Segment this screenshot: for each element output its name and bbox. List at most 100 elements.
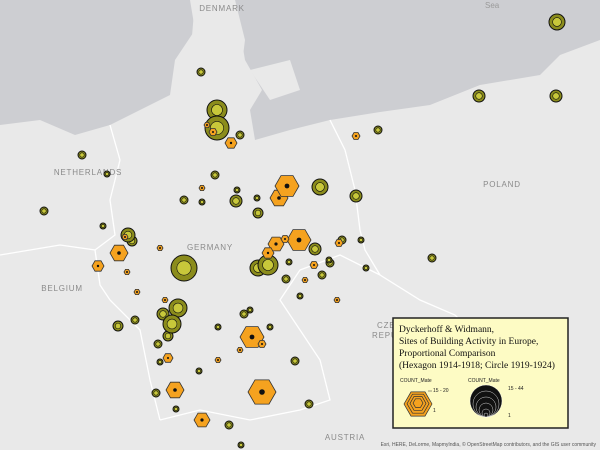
- site-circle-inner: [200, 200, 204, 204]
- site-dot: [266, 251, 270, 255]
- site-dot: [249, 334, 255, 340]
- site-circle-inner: [101, 224, 105, 228]
- site-circle-inner: [166, 318, 178, 330]
- site-circle-inner: [429, 255, 435, 261]
- legend-circles: [469, 384, 503, 418]
- site-circle-inner: [174, 407, 178, 411]
- baltic-sea: [235, 0, 600, 140]
- site-dot: [296, 237, 302, 243]
- markers: [39, 13, 566, 449]
- legend-title: (Hexagon 1914-1918; Circle 1919-1924): [399, 360, 555, 371]
- site-circle-inner: [211, 104, 223, 116]
- site-circle-inner: [283, 276, 289, 282]
- site-circle-inner: [364, 266, 368, 270]
- site-circle-inner: [475, 92, 483, 100]
- site-dot: [355, 135, 357, 137]
- legend-field: COUNT_Mate: [400, 378, 432, 384]
- site-circle-inner: [375, 127, 381, 133]
- site-circle-inner: [352, 192, 360, 200]
- legend-title: Proportional Comparison: [399, 349, 496, 359]
- legend-title: Dyckerhoff & Widmann,: [399, 324, 494, 335]
- legend-field: COUNT_Mate: [468, 378, 500, 384]
- legend-hexagon: [412, 398, 424, 408]
- site-circle-inner: [216, 325, 220, 329]
- site-circle-inner: [158, 360, 162, 364]
- site-dot: [304, 279, 306, 281]
- site-circle-inner: [79, 152, 85, 158]
- site-circle-inner: [287, 260, 291, 264]
- sea-label: Sea: [485, 1, 500, 10]
- site-circle-inner: [359, 238, 363, 242]
- site-circle-inner: [262, 259, 274, 271]
- site-circle-inner: [235, 188, 239, 192]
- site-dot: [159, 247, 161, 249]
- site-dot: [96, 264, 100, 268]
- site-dot: [201, 187, 203, 189]
- site-dot: [124, 236, 126, 238]
- site-circle-inner: [226, 422, 232, 428]
- site-dot: [313, 264, 315, 266]
- legend-label: 1: [433, 408, 436, 414]
- site-circle-inner: [181, 197, 187, 203]
- site-circle-inner: [298, 294, 302, 298]
- country-label: GERMANY: [187, 243, 233, 252]
- site-circle-inner: [212, 172, 218, 178]
- site-dot: [277, 196, 281, 200]
- country-label: BELGIUM: [41, 284, 83, 293]
- country-label: AUSTRIA: [325, 433, 365, 442]
- site-circle-inner: [153, 390, 159, 396]
- site-circle-inner: [132, 317, 138, 323]
- site-circle-inner: [155, 341, 161, 347]
- attribution: Esri, HERE, DeLorme, MapmyIndia, © OpenS…: [381, 441, 597, 448]
- site-circle-inner: [268, 325, 272, 329]
- site-circle-inner: [114, 322, 122, 330]
- site-dot: [261, 343, 263, 345]
- site-circle-inner: [255, 196, 259, 200]
- site-circle-inner: [197, 369, 201, 373]
- legend-label: 15 - 44: [508, 386, 524, 392]
- site-circle-inner: [176, 260, 192, 276]
- country-label: CZE: [377, 321, 395, 330]
- site-circle-inner: [319, 272, 325, 278]
- site-circle-inner: [292, 358, 298, 364]
- site-dot: [284, 238, 286, 240]
- site-circle-inner: [239, 443, 243, 447]
- site-circle-inner: [172, 302, 184, 314]
- site-dot: [136, 291, 138, 293]
- island: [250, 60, 300, 100]
- site-circle-inner: [159, 310, 167, 318]
- site-dot: [217, 359, 219, 361]
- site-circle-inner: [254, 209, 262, 217]
- site-dot: [173, 388, 177, 392]
- site-circle-inner: [327, 258, 331, 262]
- site-dot: [200, 418, 204, 422]
- site-circle-inner: [232, 197, 240, 205]
- legend-hexagons: [403, 390, 433, 417]
- country-label: NETHERLANDS: [54, 168, 122, 177]
- country-label: REPU: [372, 331, 397, 340]
- site-dot: [338, 242, 340, 244]
- site-circle-inner: [41, 208, 47, 214]
- site-dot: [117, 251, 121, 255]
- country-label: POLAND: [483, 180, 521, 189]
- site-dot: [336, 299, 338, 301]
- site-circle-inner: [311, 245, 319, 253]
- site-dot: [126, 271, 128, 273]
- site-dot: [274, 242, 278, 246]
- north-sea: [0, 0, 195, 135]
- site-circle-inner: [237, 132, 243, 138]
- site-dot: [229, 141, 233, 145]
- country-label: DENMARK: [199, 4, 245, 13]
- site-circle-inner: [164, 332, 172, 340]
- site-circle-inner: [248, 308, 252, 312]
- site-dot: [206, 124, 208, 126]
- site-circle-inner: [552, 92, 560, 100]
- site-dot: [212, 131, 214, 133]
- legend-circle: [483, 412, 489, 418]
- legend-label: 15 - 20: [433, 388, 449, 394]
- legend-label: 1: [508, 413, 511, 419]
- legend: Dyckerhoff & Widmann, Sites of Building …: [392, 317, 569, 429]
- site-circle-inner: [198, 69, 204, 75]
- legend-title: Sites of Building Activity in Europe,: [399, 336, 538, 347]
